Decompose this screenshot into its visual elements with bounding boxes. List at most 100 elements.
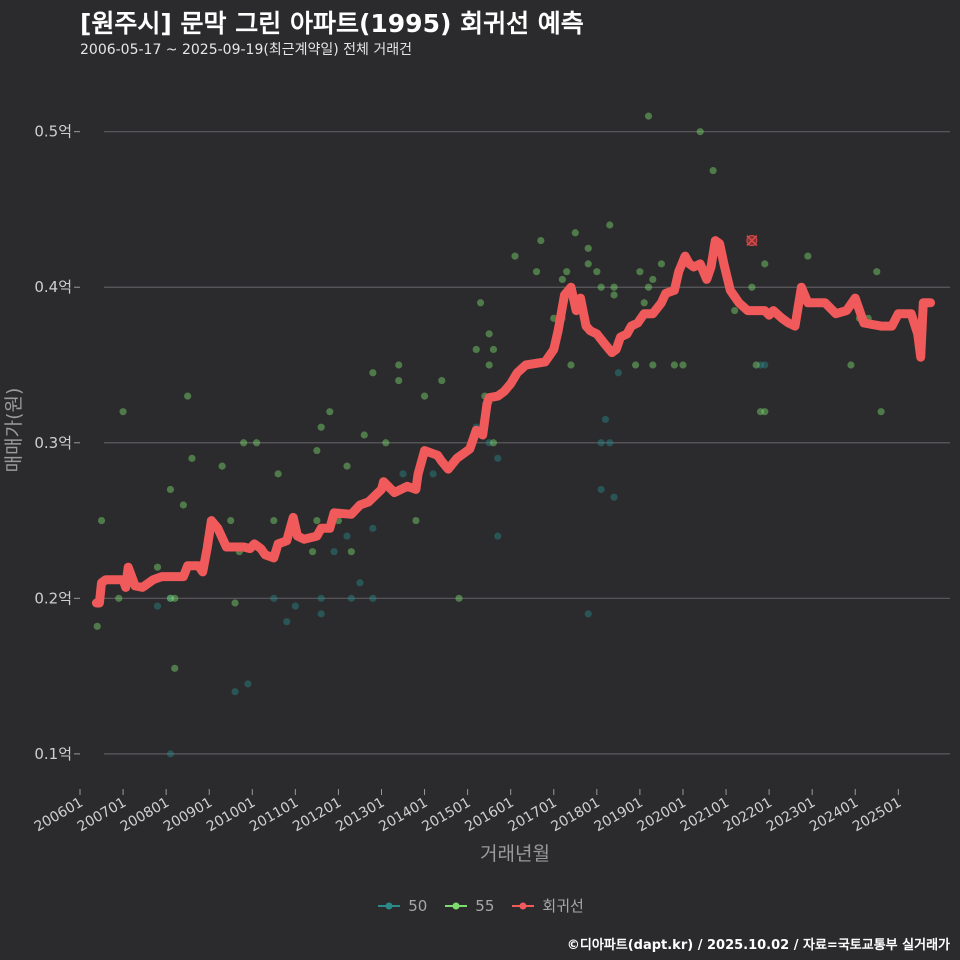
point-55 [489, 439, 498, 447]
point-55 [472, 345, 480, 354]
point-50 [601, 415, 610, 424]
point-55 [438, 376, 446, 385]
x-tick-label: 201001 [204, 795, 258, 836]
point-50 [283, 618, 291, 626]
point-55 [382, 439, 390, 447]
point-55 [308, 548, 317, 556]
scatter-points [93, 112, 885, 758]
point-50 [291, 602, 299, 610]
point-50 [610, 493, 618, 501]
point-55 [756, 408, 765, 416]
point-55 [369, 369, 377, 377]
point-55 [313, 516, 321, 525]
point-55 [696, 128, 704, 136]
point-55 [188, 454, 196, 462]
point-55 [395, 361, 403, 369]
regression-line-group [91, 236, 936, 608]
point-55 [631, 361, 640, 369]
chart-subtitle: 2006-05-17 ~ 2025-09-19(최근계약일) 전체 거래건 [80, 42, 412, 58]
point-55 [476, 299, 485, 307]
point-55 [171, 664, 179, 672]
point-55 [326, 408, 334, 416]
point-55 [270, 516, 278, 525]
point-55 [847, 361, 855, 369]
point-55 [610, 291, 618, 299]
point-55 [227, 516, 235, 525]
y-tick-label: 0.4억 [34, 278, 72, 296]
point-50 [399, 470, 407, 478]
point-55 [679, 361, 687, 369]
point-50 [761, 361, 769, 369]
point-55 [343, 462, 351, 470]
x-tick-label: 201101 [247, 795, 301, 836]
y-axis-label: 매매가(원) [3, 388, 25, 473]
point-50 [494, 454, 502, 462]
point-50 [166, 594, 175, 602]
point-55 [240, 439, 248, 447]
point-55 [752, 361, 760, 369]
legend-key-50 [378, 902, 401, 909]
x-axis-label: 거래년월 [480, 843, 550, 865]
point-55 [347, 548, 355, 556]
regression-line [91, 236, 936, 608]
point-55 [571, 229, 579, 237]
point-55 [761, 408, 769, 416]
point-50 [597, 439, 605, 447]
x-tick-label: 202201 [721, 795, 775, 836]
x-tick-label: 201401 [376, 795, 430, 836]
x-tick-label: 200701 [75, 795, 129, 836]
point-55 [731, 306, 739, 315]
point-55 [877, 408, 885, 416]
x-tick-label: 202501 [850, 795, 904, 836]
point-55 [657, 260, 666, 268]
source-caption: ©디아파트(dapt.kr) / 2025.10.02 / 자료=국토교통부 실… [566, 938, 950, 953]
x-tick-label: 201501 [419, 795, 473, 836]
point-55 [489, 345, 498, 354]
x-tick-label: 201601 [462, 795, 516, 836]
point-55 [644, 112, 653, 120]
x-tick-label: 202001 [635, 795, 689, 836]
point-55 [166, 594, 175, 602]
point-55 [584, 244, 592, 252]
point-50 [356, 579, 364, 587]
point-55 [563, 268, 571, 276]
point-55 [93, 622, 101, 630]
x-tick-label: 201801 [549, 795, 603, 836]
x-tick-label: 201901 [592, 795, 646, 836]
chart-title: [원주시] 문막 그린 아파트(1995) 회귀선 예측 [80, 9, 584, 38]
point-55 [636, 268, 644, 276]
point-55 [184, 392, 192, 400]
point-55 [485, 361, 493, 369]
x-tick-label: 202401 [807, 795, 861, 836]
point-55 [873, 268, 881, 276]
point-50 [597, 485, 605, 494]
point-55 [360, 431, 368, 439]
point-55 [584, 260, 592, 268]
point-55 [670, 361, 678, 369]
y-axis-ticks: 0.1억 0.2억 0.3억 0.4억 0.5억 [34, 123, 80, 763]
point-55 [412, 516, 420, 525]
point-50 [494, 532, 502, 540]
x-tick-label: 200901 [161, 795, 215, 836]
point-50 [756, 361, 765, 369]
point-55 [97, 516, 106, 525]
point-55 [644, 283, 653, 291]
y-tick-label: 0.5억 [34, 123, 72, 141]
chart-canvas: 0.1억0.2억0.3억0.4억0.5억 2006012007012008012… [3, 112, 950, 865]
point-55 [179, 501, 187, 509]
point-55 [317, 423, 325, 431]
grid-lines [104, 131, 950, 755]
point-55 [567, 361, 575, 369]
point-55 [709, 166, 717, 175]
highlight-cross-b [746, 235, 758, 247]
point-55 [558, 275, 566, 284]
point-50 [606, 439, 614, 447]
point-50 [343, 532, 351, 540]
x-tick-label: 201301 [333, 795, 387, 836]
x-tick-label: 201701 [505, 795, 559, 836]
point-55 [640, 299, 648, 307]
point-55 [649, 361, 657, 369]
legend-item-regression: 회귀선 [510, 895, 584, 916]
point-50 [244, 680, 252, 688]
point-50 [317, 594, 325, 602]
